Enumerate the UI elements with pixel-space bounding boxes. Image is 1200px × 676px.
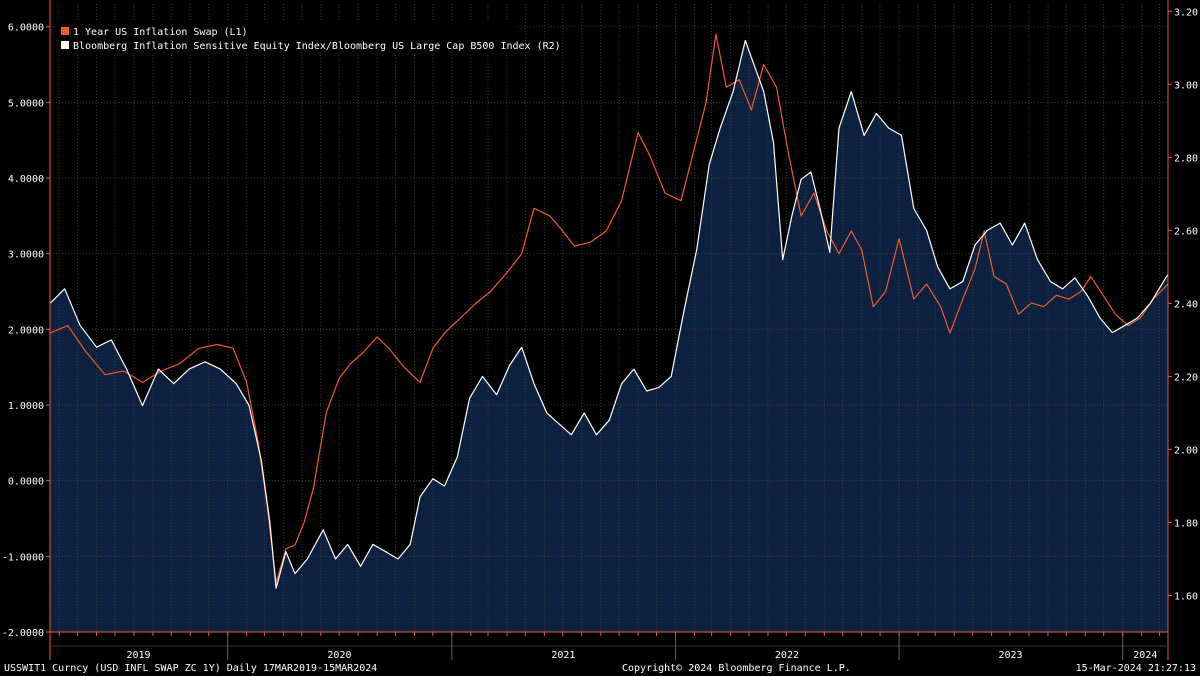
left-tick-label: 1.0000 [8, 401, 44, 412]
footer-bar: USSWIT1 Curncy (USD INFL SWAP ZC 1Y) Dai… [0, 662, 1200, 676]
legend-swatch [61, 27, 69, 35]
x-tick-label: 2021 [551, 650, 575, 661]
legend-background [56, 22, 516, 54]
legend-label: 1 Year US Inflation Swap (L1) [73, 27, 248, 38]
right-tick-label: 1.80 [1174, 518, 1198, 529]
right-tick-label: 3.00 [1174, 80, 1198, 91]
right-tick-label: 1.60 [1174, 591, 1198, 602]
x-tick-label: 2023 [999, 650, 1023, 661]
footer-copyright: Copyright© 2024 Bloomberg Finance L.P. [622, 663, 851, 674]
left-tick-label: 3.0000 [8, 250, 44, 261]
right-tick-label: 2.00 [1174, 445, 1198, 456]
left-tick-label: -1.0000 [2, 552, 44, 563]
left-tick-label: 6.0000 [8, 23, 44, 34]
left-tick-label: 0.0000 [8, 477, 44, 488]
left-tick-label: -2.0000 [2, 628, 44, 639]
legend: 1 Year US Inflation Swap (L1) Bloomberg I… [56, 22, 561, 54]
equity-ratio-area [50, 40, 1168, 632]
footer-ticker-info: USSWIT1 Curncy (USD INFL SWAP ZC 1Y) Dai… [4, 663, 378, 674]
x-tick-label: 2019 [126, 650, 150, 661]
x-tick-label: 2020 [327, 650, 351, 661]
x-tick-label: 2024 [1133, 650, 1157, 661]
footer-timestamp: 15-Mar-2024 21:27:13 [1075, 663, 1196, 674]
left-tick-label: 2.0000 [8, 325, 44, 336]
right-tick-label: 3.20 [1174, 7, 1198, 18]
left-tick-label: 4.0000 [8, 174, 44, 185]
legend-swatch [61, 41, 69, 49]
equity-ratio-line [49, 39, 1169, 589]
right-tick-label: 2.60 [1174, 226, 1198, 237]
chart-svg: 6.0000 5.0000 4.0000 3.0000 2.0000 1.0000 0.00… [0, 0, 1200, 662]
left-tick-label: 5.0000 [8, 98, 44, 109]
right-tick-label: 2.80 [1174, 153, 1198, 164]
x-tick-label: 2022 [775, 650, 799, 661]
right-tick-label: 2.20 [1174, 372, 1198, 383]
legend-label: Bloomberg Inflation Sensitive Equity Ind… [73, 41, 561, 52]
right-tick-label: 2.40 [1174, 299, 1198, 310]
